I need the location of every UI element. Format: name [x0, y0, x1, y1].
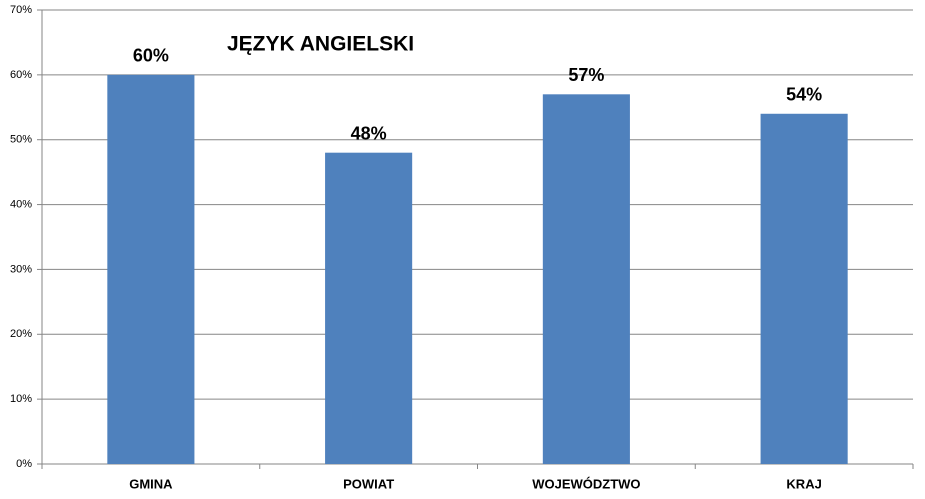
- bar: [325, 152, 413, 464]
- bar: [760, 113, 848, 465]
- data-label: 57%: [568, 65, 604, 85]
- data-label: 48%: [351, 123, 387, 143]
- y-tick-label: 0%: [16, 458, 32, 470]
- y-tick-label: 50%: [10, 134, 32, 146]
- data-label: 60%: [133, 46, 169, 66]
- data-label: 54%: [786, 85, 822, 105]
- chart-title: JĘZYK ANGIELSKI: [227, 33, 414, 56]
- x-tick-label: GMINA: [129, 476, 173, 491]
- y-tick-label: 10%: [10, 393, 32, 405]
- bar: [542, 94, 630, 465]
- y-tick-label: 70%: [10, 4, 32, 16]
- bar: [107, 74, 195, 464]
- y-tick-label: 30%: [10, 263, 32, 275]
- y-tick-label: 60%: [10, 69, 32, 81]
- x-tick-label: KRAJ: [786, 476, 821, 491]
- x-tick-label: WOJEWÓDZTWO: [532, 476, 640, 491]
- x-tick-label: POWIAT: [343, 476, 394, 491]
- y-tick-label: 20%: [10, 328, 32, 340]
- y-tick-label: 40%: [10, 198, 32, 210]
